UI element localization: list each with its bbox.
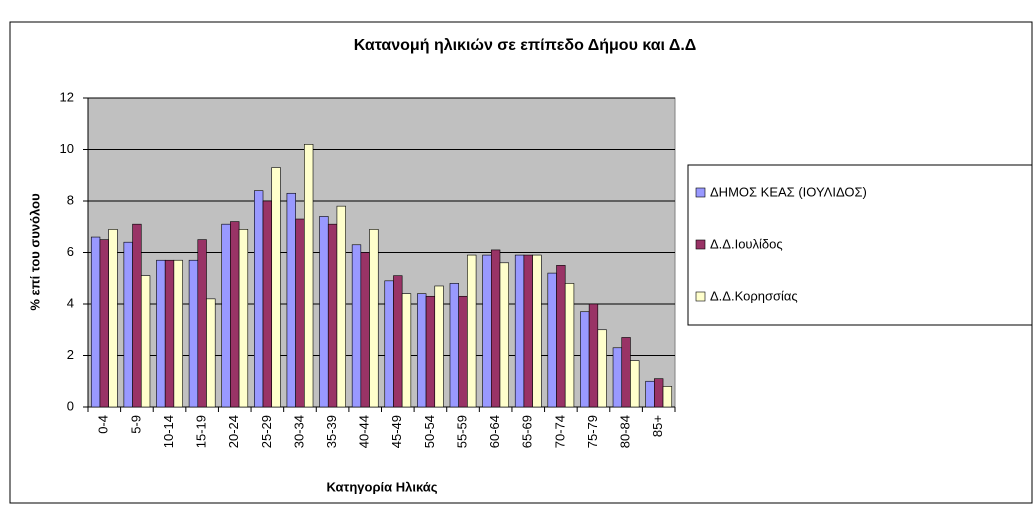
- bar: [295, 218, 305, 408]
- x-tick-label: 75-79: [585, 415, 600, 448]
- x-tick-label: 85+: [650, 415, 665, 437]
- bar: [630, 360, 640, 408]
- bar: [645, 380, 655, 408]
- bar: [221, 223, 231, 408]
- bar: [597, 329, 607, 408]
- chart-title: Κατανομή ηλικιών σε επίπεδο Δήμου και Δ.…: [354, 37, 697, 54]
- bar: [449, 283, 459, 408]
- bar: [588, 303, 599, 408]
- bar: [140, 275, 151, 408]
- x-tick-label: 70-74: [552, 415, 567, 448]
- x-tick-label: 0-4: [96, 415, 111, 434]
- bar: [467, 254, 477, 408]
- bar: [360, 252, 370, 408]
- bar: [123, 241, 133, 408]
- x-tick-label: 55-59: [454, 415, 469, 448]
- legend-label: Δ.Δ.Ιουλίδος: [710, 236, 783, 251]
- bar: [482, 254, 492, 408]
- x-tick-label: 80-84: [618, 415, 633, 448]
- y-tick-label: 2: [67, 347, 74, 362]
- x-tick-label: 45-49: [389, 415, 404, 448]
- x-tick-label: 35-39: [324, 415, 339, 448]
- bar: [90, 236, 101, 408]
- bar: [654, 378, 664, 408]
- bar: [238, 229, 249, 408]
- y-tick-label: 4: [67, 295, 74, 310]
- y-axis-label: % επί του συνόλου: [27, 193, 42, 311]
- bar: [206, 298, 216, 408]
- bar: [547, 272, 557, 408]
- x-tick-label: 60-64: [487, 415, 502, 448]
- bar: [271, 167, 281, 408]
- bar: [369, 229, 379, 408]
- bar: [417, 293, 427, 408]
- legend-swatch: [695, 239, 706, 250]
- bar: [662, 386, 673, 408]
- x-axis-label: Κατηγορία Ηλικάς: [326, 479, 437, 494]
- bar: [156, 259, 166, 408]
- bar: [499, 262, 509, 408]
- bar: [230, 221, 240, 408]
- bar: [108, 229, 118, 408]
- bar: [564, 283, 575, 408]
- bar: [523, 254, 533, 408]
- x-tick-label: 15-19: [194, 415, 209, 448]
- bar: [556, 265, 566, 408]
- bar: [580, 311, 590, 408]
- x-tick-label: 50-54: [422, 415, 437, 448]
- bar: [612, 347, 623, 408]
- bar: [327, 223, 338, 408]
- bar: [336, 205, 346, 408]
- bar: [351, 244, 362, 408]
- bar: [188, 259, 199, 408]
- bar: [434, 285, 444, 408]
- legend-swatch: [695, 291, 706, 302]
- legend-swatch: [695, 187, 706, 198]
- bar: [254, 190, 264, 408]
- bar: [393, 275, 403, 408]
- y-tick-label: 10: [60, 141, 74, 156]
- legend-label: Δ.Δ.Κορησσίας: [710, 288, 798, 303]
- bar: [197, 239, 207, 408]
- bar: [304, 144, 314, 408]
- bar: [262, 200, 273, 408]
- y-tick-label: 0: [67, 398, 74, 413]
- bar: [319, 216, 329, 408]
- bar: [490, 249, 501, 408]
- bar: [384, 280, 394, 408]
- bar: [532, 254, 542, 408]
- bar: [173, 259, 183, 408]
- bar: [514, 254, 525, 408]
- bar: [401, 293, 412, 408]
- y-tick-label: 8: [67, 192, 74, 207]
- x-tick-label: 25-29: [259, 415, 274, 448]
- x-tick-label: 40-44: [357, 415, 372, 448]
- x-tick-label: 10-14: [161, 415, 176, 448]
- x-tick-label: 5-9: [128, 415, 143, 434]
- legend-box: [687, 164, 1033, 326]
- bar: [425, 295, 436, 408]
- bar: [164, 259, 175, 408]
- y-tick-label: 12: [60, 89, 74, 104]
- bar: [458, 295, 468, 408]
- bar: [99, 239, 109, 408]
- x-tick-label: 30-34: [291, 415, 306, 448]
- legend-label: ΔΗΜΟΣ ΚΕΑΣ (ΙΟΥΛΙΔΟΣ): [710, 184, 867, 199]
- x-tick-label: 65-69: [520, 415, 535, 448]
- bar: [286, 192, 296, 408]
- bar: [621, 337, 631, 408]
- y-tick-label: 6: [67, 244, 74, 259]
- x-tick-label: 20-24: [226, 415, 241, 448]
- bar: [132, 223, 142, 408]
